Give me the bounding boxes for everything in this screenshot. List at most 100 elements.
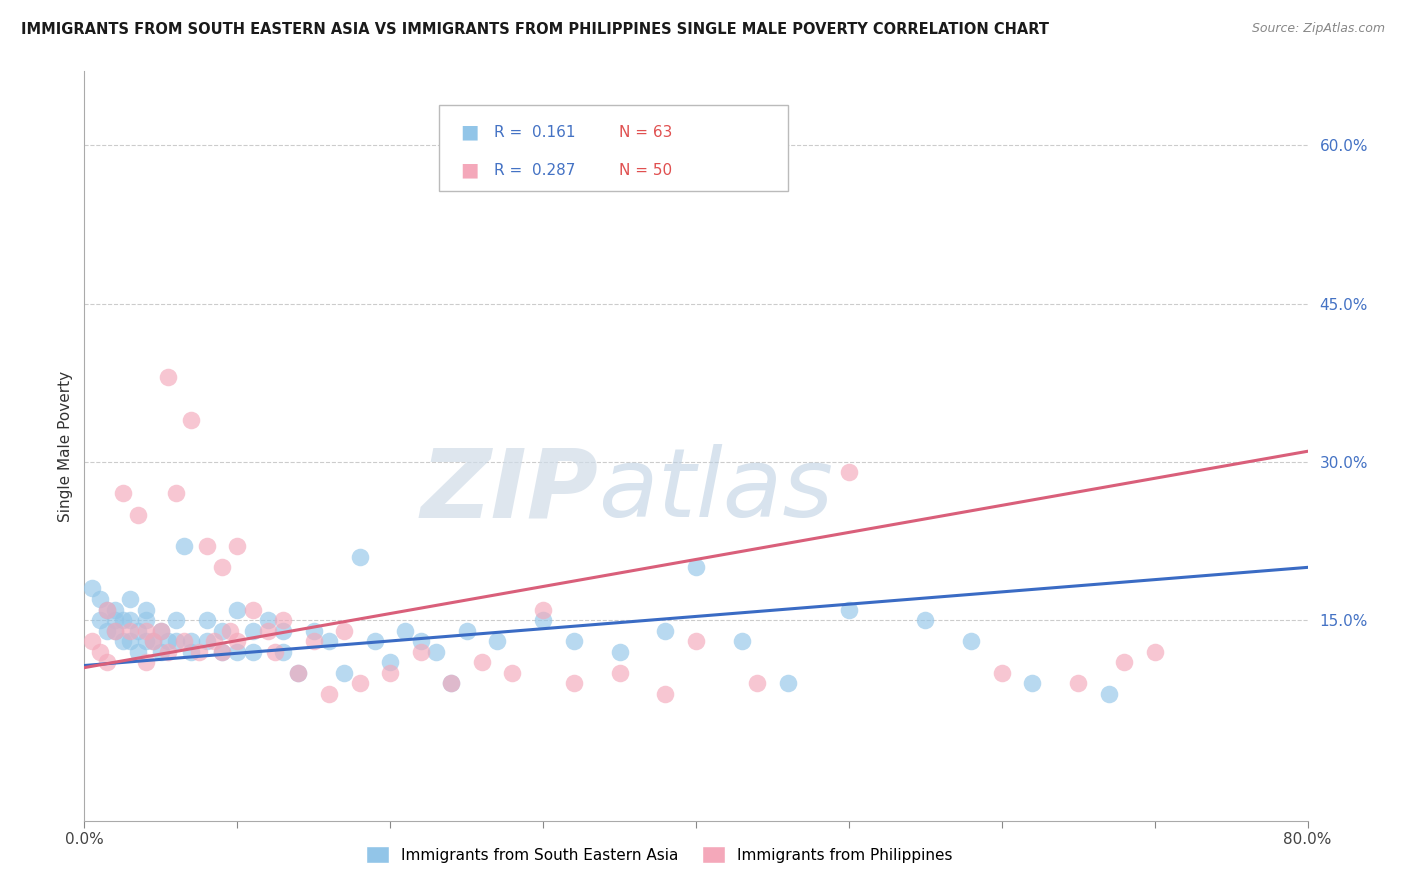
Point [531,602,554,616]
Point [364,634,387,648]
Point [1114,656,1136,670]
Point [776,676,799,690]
Point [471,656,494,670]
Point [654,687,676,701]
Text: R =  0.161: R = 0.161 [494,125,575,140]
Point [120,592,142,607]
Point [157,645,180,659]
Point [440,676,463,690]
Point [127,624,149,638]
Point [1098,687,1121,701]
Point [302,624,325,638]
Point [302,634,325,648]
Legend: Immigrants from South Eastern Asia, Immigrants from Philippines: Immigrants from South Eastern Asia, Immi… [360,840,959,869]
Point [242,624,264,638]
Text: Source: ZipAtlas.com: Source: ZipAtlas.com [1251,22,1385,36]
Point [111,613,134,627]
Point [318,687,340,701]
Point [211,645,233,659]
Point [127,508,149,522]
Point [211,624,233,638]
Point [173,539,195,553]
Point [165,613,187,627]
Point [654,624,676,638]
Point [188,645,211,659]
Point [226,539,249,553]
Point [104,613,127,627]
Point [104,624,127,638]
Text: ■: ■ [460,161,478,179]
Point [747,676,769,690]
Point [226,645,249,659]
Point [135,656,157,670]
Point [287,665,309,680]
Point [380,656,402,670]
Point [142,634,165,648]
Point [333,624,356,638]
Point [409,634,432,648]
Point [89,592,111,607]
Point [195,539,218,553]
Point [425,645,447,659]
Point [333,665,356,680]
Point [149,624,172,638]
Point [838,602,860,616]
Point [609,665,631,680]
Point [242,602,264,616]
Point [257,613,280,627]
Point [218,624,240,638]
Point [394,624,416,638]
Point [135,602,157,616]
Point [173,634,195,648]
Point [380,665,402,680]
Point [180,634,202,648]
Point [111,634,134,648]
Point [349,676,371,690]
Point [195,634,218,648]
Point [104,602,127,616]
Point [409,645,432,659]
Point [271,645,294,659]
Point [257,624,280,638]
Text: R =  0.287: R = 0.287 [494,162,575,178]
Point [960,634,983,648]
Point [135,634,157,648]
Text: IMMIGRANTS FROM SOUTH EASTERN ASIA VS IMMIGRANTS FROM PHILIPPINES SINGLE MALE PO: IMMIGRANTS FROM SOUTH EASTERN ASIA VS IM… [21,22,1049,37]
Point [202,634,225,648]
Point [318,634,340,648]
Text: ZIP: ZIP [420,444,598,538]
Point [195,613,218,627]
Point [120,634,142,648]
Point [165,486,187,500]
Point [562,634,585,648]
Point [211,645,233,659]
Point [271,624,294,638]
Point [502,665,524,680]
Point [135,613,157,627]
Point [609,645,631,659]
Point [1143,645,1166,659]
Point [211,560,233,574]
Point [685,634,707,648]
Point [838,466,860,480]
Point [180,645,202,659]
Point [96,602,118,616]
Point [149,624,172,638]
Point [127,645,149,659]
Point [89,645,111,659]
Point [96,624,118,638]
Point [80,634,103,648]
Point [264,645,287,659]
Point [531,613,554,627]
Point [120,613,142,627]
Point [271,613,294,627]
Point [287,665,309,680]
Point [914,613,936,627]
Point [157,634,180,648]
Text: atlas: atlas [598,444,834,538]
FancyBboxPatch shape [439,105,787,191]
Point [685,560,707,574]
Point [226,634,249,648]
Point [1021,676,1043,690]
Point [96,656,118,670]
